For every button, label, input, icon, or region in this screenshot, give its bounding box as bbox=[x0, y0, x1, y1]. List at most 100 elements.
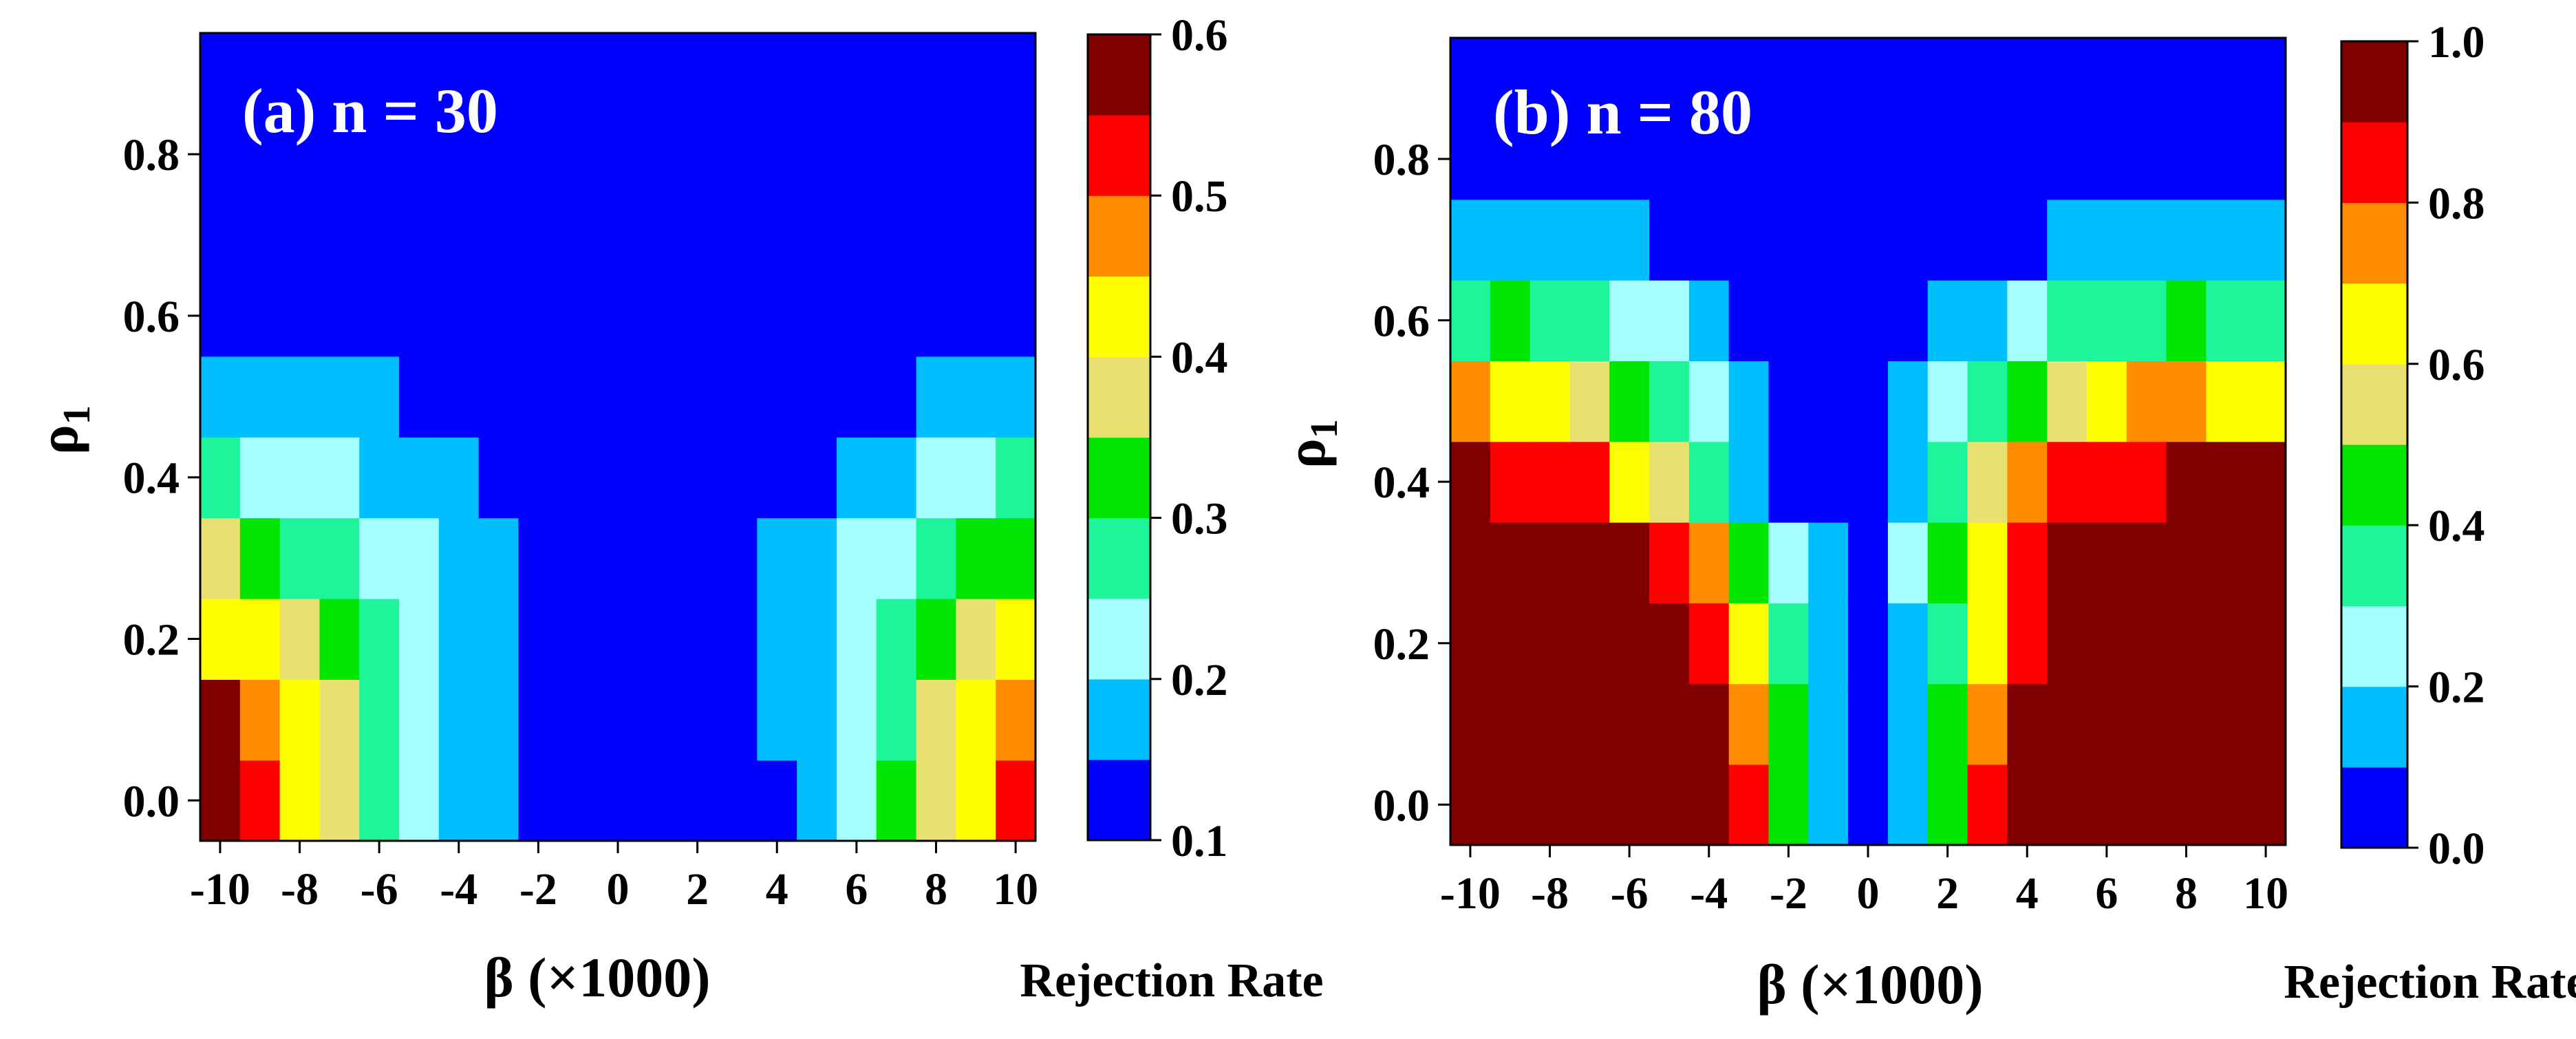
panel-a-cell bbox=[239, 598, 281, 680]
panel-b-cell bbox=[1927, 118, 1968, 200]
panel-a-cell bbox=[438, 194, 480, 276]
panel-b-colorbar-swatch bbox=[2341, 122, 2407, 203]
panel-a-colorbar-swatch bbox=[1088, 598, 1150, 680]
panel-a-cell bbox=[438, 679, 480, 761]
panel-b-cell bbox=[2086, 603, 2127, 685]
panel-a-colorbar-frame bbox=[1086, 33, 1152, 842]
panel-b-cell bbox=[2166, 683, 2207, 765]
panel-a-cell bbox=[757, 437, 797, 519]
panel-a-cell bbox=[956, 275, 996, 357]
panel-a-cell bbox=[797, 114, 837, 195]
panel-a-cell bbox=[239, 760, 281, 842]
panel-a-y-tick-label: 0.8 bbox=[123, 130, 180, 180]
panel-b-cell bbox=[1808, 522, 1849, 603]
panel-a-cell bbox=[239, 356, 281, 438]
panel-b-cell bbox=[2126, 683, 2167, 765]
panel-a-cell bbox=[797, 437, 837, 519]
panel-b-cell bbox=[1450, 603, 1491, 685]
panel-b-cell bbox=[2086, 38, 2127, 120]
panel-a-cell bbox=[637, 194, 678, 276]
panel-b-cell bbox=[1728, 522, 1770, 603]
panel-b-cell bbox=[2047, 118, 2087, 200]
panel-b-title: (b) n = 80 bbox=[1493, 77, 1752, 147]
panel-b-cell bbox=[2047, 361, 2087, 442]
panel-a-cell bbox=[438, 598, 480, 680]
panel-a-cell bbox=[797, 760, 837, 842]
panel-a-cell bbox=[876, 194, 917, 276]
panel-b-cell bbox=[1688, 764, 1730, 846]
panel-b-cell bbox=[1887, 38, 1929, 120]
panel-b-cell bbox=[1649, 764, 1690, 846]
panel-b-cell bbox=[2206, 279, 2246, 361]
panel-a-cell bbox=[438, 114, 480, 195]
panel-b-cell bbox=[1450, 683, 1491, 765]
panel-b-x-tick-label: 0 bbox=[1857, 868, 1880, 919]
panel-a-y-tick-label: 0.2 bbox=[123, 615, 180, 665]
panel-b-cell bbox=[2126, 764, 2167, 846]
panel-a-cell bbox=[677, 517, 718, 599]
panel-b-cell bbox=[1688, 603, 1730, 685]
panel-b-cell bbox=[2166, 441, 2207, 523]
panel-b-cell bbox=[1768, 603, 1810, 685]
panel-a-cell bbox=[399, 517, 440, 599]
panel-a-cell bbox=[836, 679, 877, 761]
panel-b-cell bbox=[1688, 199, 1730, 281]
panel-a-cell bbox=[717, 760, 758, 842]
panel-a-cell bbox=[916, 194, 957, 276]
panel-a-cell bbox=[518, 33, 559, 115]
panel-b-x-tick-label: -8 bbox=[1531, 868, 1569, 919]
panel-b-cell bbox=[1967, 118, 2008, 200]
panel-b-cell bbox=[1490, 441, 1531, 523]
panel-b-cell bbox=[1609, 199, 1650, 281]
panel-a-x-tick-label: 10 bbox=[993, 864, 1038, 914]
panel-b-y-axis-label-base: ρ bbox=[1274, 438, 1337, 469]
panel-a-cell bbox=[757, 275, 797, 357]
panel-a-x-axis-label: β (×1000) bbox=[484, 946, 710, 1009]
panel-a-cell bbox=[399, 598, 440, 680]
panel-a-colorbar-tick-label: 0.1 bbox=[1171, 816, 1228, 866]
panel-a-cell bbox=[359, 437, 400, 519]
panel-a-cell bbox=[876, 33, 917, 115]
panel-b-cell bbox=[1609, 441, 1650, 523]
panel-a-cell bbox=[956, 598, 996, 680]
panel-a-x-tick-label: -10 bbox=[190, 864, 250, 914]
panel-a-cell bbox=[677, 194, 718, 276]
panel-b-cell bbox=[1530, 522, 1571, 603]
panel-a-colorbar-tick-label: 0.6 bbox=[1171, 10, 1228, 61]
panel-a-cell bbox=[518, 679, 559, 761]
panel-a-cell bbox=[996, 437, 1036, 519]
panel-b-cell bbox=[2047, 522, 2087, 603]
panel-b-cell bbox=[1649, 38, 1690, 120]
panel-a-y-axis-label-subscript: 1 bbox=[56, 405, 98, 425]
panel-b-cell bbox=[1649, 361, 1690, 442]
panel-a-cell bbox=[916, 356, 957, 438]
panel-a-y-axis-label-base: ρ bbox=[27, 425, 89, 455]
panel-b-cell bbox=[1609, 279, 1650, 361]
panel-b-cell bbox=[1530, 118, 1571, 200]
panel-b-cell bbox=[1967, 38, 2008, 120]
panel-a-x-tick-label: -2 bbox=[519, 864, 557, 914]
panel-b: (b) n = 80 -10 -8 -6 -4 -2 0 2 4 6 8 10 0.00.20.40… bbox=[1274, 17, 2576, 1016]
panel-b-cell bbox=[1887, 522, 1929, 603]
panel-a-cell bbox=[279, 194, 321, 276]
panel-a-cell bbox=[916, 437, 957, 519]
panel-b-cell bbox=[1450, 199, 1491, 281]
panel-b-cell bbox=[2166, 199, 2207, 281]
panel-b-cell bbox=[1768, 361, 1810, 442]
panel-b-cell bbox=[1808, 118, 1849, 200]
panel-b-cell bbox=[2007, 764, 2048, 846]
panel-a-cell bbox=[598, 437, 638, 519]
panel-b-cell bbox=[1927, 361, 1968, 442]
panel-b-x-tick-label: 10 bbox=[2243, 868, 2288, 919]
panel-b-colorbar-swatch bbox=[2341, 283, 2407, 365]
panel-b-cell bbox=[2007, 441, 2048, 523]
panel-a-cell bbox=[359, 194, 400, 276]
panel-b-colorbar-tick-label: 0.2 bbox=[2428, 663, 2485, 713]
panel-b-cell bbox=[1768, 118, 1810, 200]
panel-b-cell bbox=[1768, 522, 1810, 603]
panel-b-cell bbox=[2246, 199, 2286, 281]
panel-a-cell bbox=[200, 598, 241, 680]
panel-b-cell bbox=[1688, 38, 1730, 120]
panel-a-cell bbox=[677, 114, 718, 195]
panel-b-cell bbox=[1450, 441, 1491, 523]
